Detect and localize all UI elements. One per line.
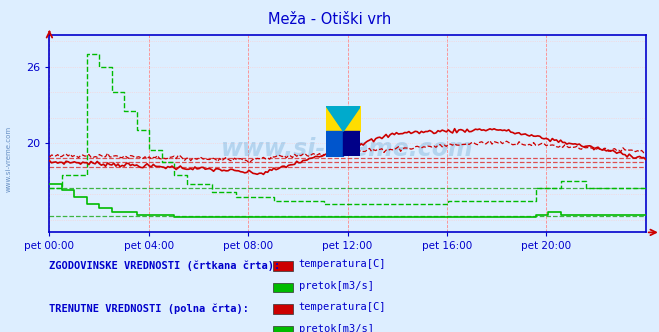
Text: www.si-vreme.com: www.si-vreme.com [221, 137, 474, 161]
Text: temperatura[C]: temperatura[C] [299, 302, 386, 312]
Text: Meža - Otiški vrh: Meža - Otiški vrh [268, 12, 391, 27]
Text: pretok[m3/s]: pretok[m3/s] [299, 281, 374, 290]
Polygon shape [343, 131, 360, 156]
Polygon shape [326, 106, 360, 131]
Text: temperatura[C]: temperatura[C] [299, 259, 386, 269]
Text: ZGODOVINSKE VREDNOSTI (črtkana črta):: ZGODOVINSKE VREDNOSTI (črtkana črta): [49, 261, 281, 271]
Text: pretok[m3/s]: pretok[m3/s] [299, 324, 374, 332]
Text: www.si-vreme.com: www.si-vreme.com [5, 126, 12, 193]
Text: TRENUTNE VREDNOSTI (polna črta):: TRENUTNE VREDNOSTI (polna črta): [49, 304, 249, 314]
